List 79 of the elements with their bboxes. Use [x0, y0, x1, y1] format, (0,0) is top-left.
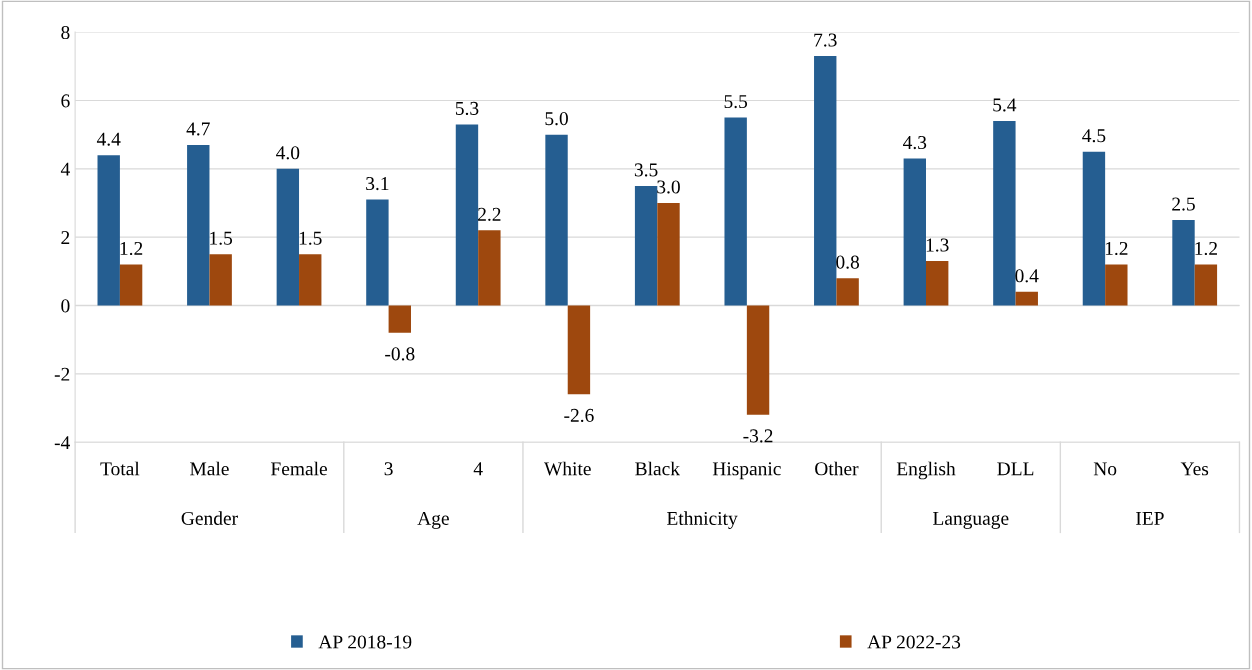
data-label: 1.2 [120, 241, 143, 256]
data-label: 3.5 [634, 163, 658, 177]
bar [388, 305, 411, 333]
y-tick-label: 4 [60, 162, 70, 176]
bar [545, 134, 568, 306]
y-tick-label: 2 [61, 231, 70, 244]
data-label: 5.5 [724, 95, 748, 109]
y-tick-label: -4 [54, 436, 70, 449]
data-label: 2.5 [1172, 197, 1195, 211]
x-tick-label: Hispanic [712, 462, 781, 480]
bar [926, 261, 949, 306]
data-label: 0.4 [1015, 269, 1039, 283]
data-label: 4.3 [903, 136, 927, 150]
x-tick-label: Black [635, 461, 680, 476]
data-label: 1.5 [299, 231, 322, 245]
x-tick-label: Male [190, 461, 229, 476]
data-label: 1.2 [1105, 241, 1128, 256]
bar [119, 264, 143, 306]
x-tick-label: Total [100, 461, 140, 476]
y-tick-label: -2 [54, 367, 70, 381]
data-label: 5.3 [455, 101, 479, 115]
bar [187, 144, 210, 306]
x-tick-label: 4 [473, 462, 483, 476]
bar [1105, 264, 1128, 306]
data-label: 1.3 [926, 238, 949, 252]
x-tick-label: DLL [997, 462, 1034, 476]
bar [97, 155, 120, 306]
bar [746, 305, 770, 415]
data-label: 1.5 [210, 231, 233, 245]
x-tick-label: Female [270, 461, 327, 476]
bar [1194, 264, 1218, 306]
bar [1082, 151, 1106, 306]
data-label: 3.0 [657, 180, 680, 194]
text: IEP [1136, 512, 1164, 525]
bar [724, 117, 747, 306]
text: Gender [181, 511, 238, 525]
data-label: -2.6 [564, 408, 594, 423]
data-label: 7.3 [814, 33, 837, 47]
data-label: -0.8 [385, 347, 415, 361]
bar [299, 254, 322, 306]
y-tick-label: 6 [61, 94, 70, 108]
y-tick-label: 0 [61, 299, 70, 313]
data-label: 1.2 [1195, 241, 1217, 256]
bar [634, 185, 658, 306]
bar [209, 254, 232, 306]
x-tick-label: Yes [1180, 462, 1209, 476]
data-label: 4.0 [276, 146, 300, 160]
bar [836, 278, 859, 306]
legend-label: AP 2018-19 [318, 635, 412, 649]
data-label: 4.7 [186, 122, 210, 136]
x-tick-label: 3 [384, 462, 393, 476]
text: Age [417, 511, 449, 529]
bar [478, 230, 501, 306]
data-label: 2.2 [478, 207, 501, 221]
x-tick-label: English [896, 461, 956, 480]
bar [657, 203, 680, 306]
text: Ethnicity [667, 511, 738, 529]
bar [993, 121, 1016, 306]
x-tick-label: White [544, 461, 591, 476]
bar [814, 56, 837, 306]
bar [1015, 291, 1038, 306]
data-label: 4.5 [1082, 129, 1106, 143]
data-label: 5.4 [993, 98, 1017, 112]
data-label: 5.0 [545, 112, 568, 126]
legend-label: AP 2022-23 [867, 635, 961, 649]
bar [1172, 220, 1195, 306]
y-tick-label: 8 [61, 25, 70, 40]
text: Language [933, 512, 1009, 529]
x-tick-label: Other [815, 461, 859, 476]
bar [567, 305, 591, 395]
data-label: 0.8 [836, 255, 860, 269]
data-label: -3.2 [743, 429, 773, 443]
bar [903, 158, 926, 306]
x-tick-label: No [1093, 462, 1117, 476]
bar [455, 124, 479, 306]
bar [276, 168, 300, 306]
bar [366, 199, 389, 306]
data-label: 4.4 [96, 132, 121, 146]
data-label: 3.1 [366, 177, 389, 191]
